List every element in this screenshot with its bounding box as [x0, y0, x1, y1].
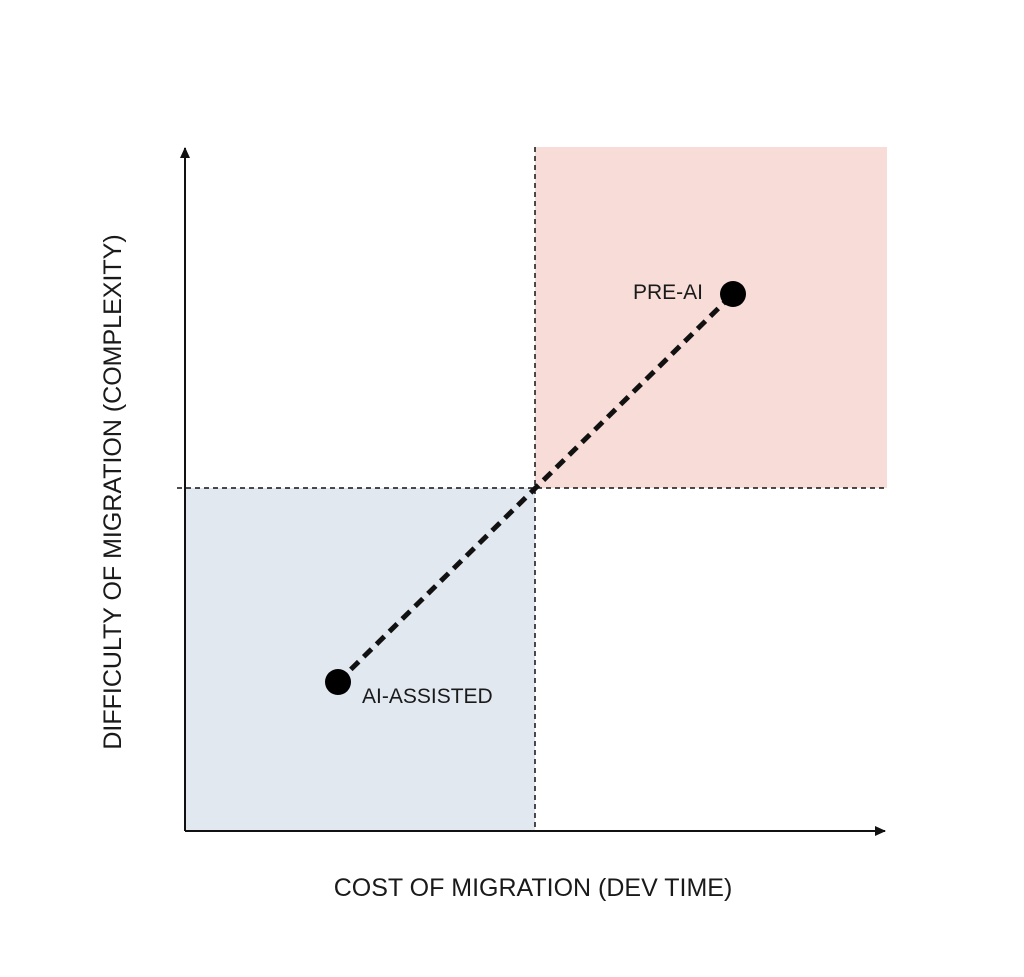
- y-axis-label: DIFFICULTY OF MIGRATION (COMPLEXITY): [99, 234, 127, 749]
- transition-path: [336, 292, 735, 684]
- ai-assisted-label: AI-ASSISTED: [362, 685, 493, 708]
- pre-ai-point: [720, 281, 746, 307]
- x-axis-label: COST OF MIGRATION (DEV TIME): [334, 874, 733, 902]
- high-cost-high-difficulty-quadrant: [535, 147, 887, 488]
- pre-ai-label: PRE-AI: [633, 281, 703, 304]
- low-cost-low-difficulty-quadrant: [185, 488, 535, 831]
- ai-assisted-point: [325, 669, 351, 695]
